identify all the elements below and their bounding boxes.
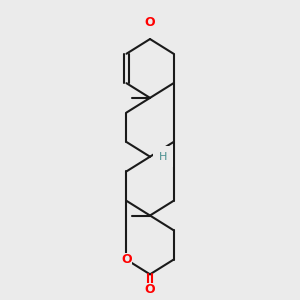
Text: O: O [145, 16, 155, 29]
Text: O: O [121, 253, 132, 266]
Text: O: O [145, 283, 155, 296]
Text: H: H [159, 152, 167, 162]
